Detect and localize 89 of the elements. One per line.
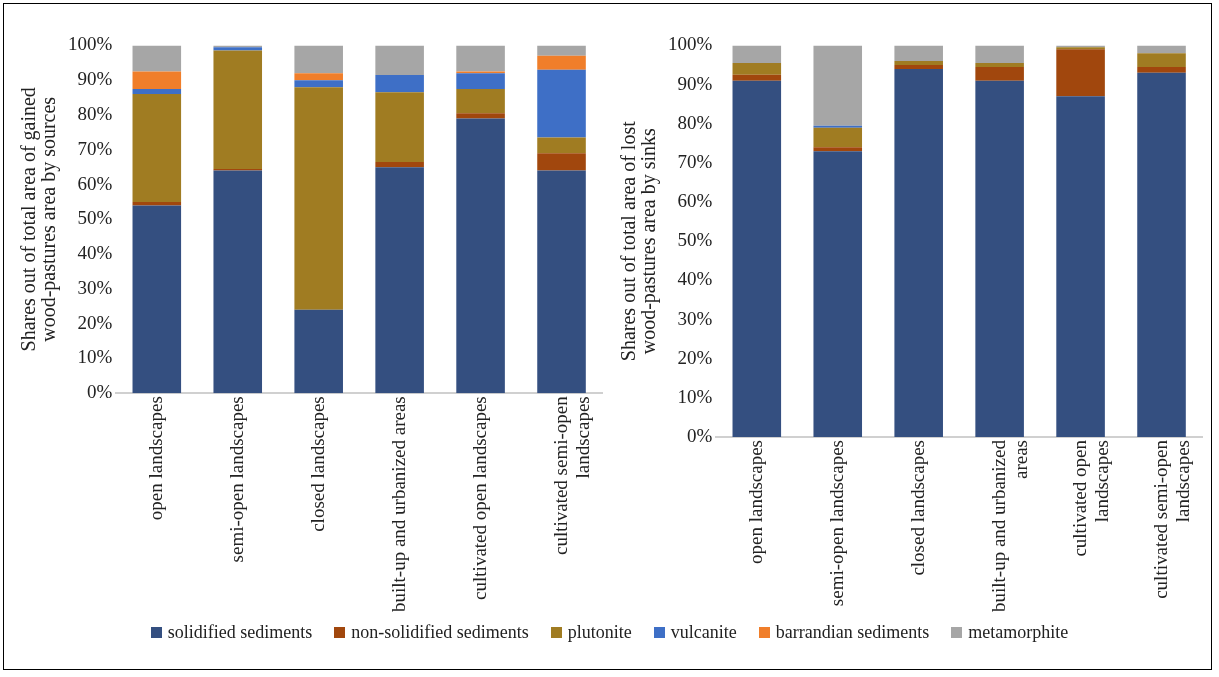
y-tick-label: 100% [68,33,113,55]
bar [132,205,182,394]
x-tick-label: cultivated open landscapes [468,396,490,600]
y-tick-label: 40% [677,268,713,290]
bar [894,45,943,62]
y-tick-label: 10% [677,385,713,407]
bar [294,73,343,81]
bar [732,74,782,81]
bar [732,63,782,75]
bar [132,88,182,95]
y-tick-label: 0% [87,381,113,403]
y-tick-label: 10% [77,346,113,368]
y-tick-label: 50% [677,229,713,251]
legend-label: metamorphite [968,622,1069,643]
y-tick-label: 70% [677,150,713,172]
bar [975,80,1024,437]
bar [375,161,424,168]
x-tick-label: semi-open landscapes [825,440,847,607]
x-tick-label: built-up and urbanized areas [387,396,409,613]
bar [537,55,586,70]
bar [213,170,263,394]
bar [1137,45,1186,54]
bar [975,45,1024,64]
bar [975,63,1024,67]
legend-label: solidified sediments [167,622,313,643]
bar [813,45,863,126]
bar [1137,66,1186,73]
bar [213,50,263,169]
bar [537,69,586,138]
bar [975,66,1024,81]
y-tick-label: 100% [668,33,713,55]
legend-label: non-solidified sediments [351,622,529,643]
legend-label: barrandian sediments [775,622,930,643]
bar [294,87,343,310]
y-tick-label: 90% [77,68,113,90]
bar [894,64,943,69]
bar [375,92,424,162]
bar [456,45,505,72]
bar [537,170,586,394]
bar [456,113,505,119]
bar [132,71,182,89]
x-tick-label: semi-open landscapes [225,396,247,563]
bar [1056,96,1105,437]
bar [1056,49,1105,97]
legend-label: vulcanite [670,622,737,643]
bar [894,68,943,437]
legend-label: plutonite [567,622,632,643]
bar [132,45,182,72]
bar [456,73,505,89]
bar [732,80,782,437]
y-tick-label: 70% [77,137,113,159]
bar [813,127,863,148]
bar [132,94,182,202]
y-tick-label: 80% [77,102,113,124]
bar [813,151,863,437]
bar [894,61,943,65]
bar [537,137,586,154]
y-tick-label: 50% [77,207,113,229]
y-axis-title: Shares out of total area of gained wood-pastures area by sources [17,87,61,352]
bar [294,80,343,88]
bar [1137,72,1186,437]
bar [1137,53,1186,67]
y-tick-label: 40% [77,242,113,264]
bar [813,147,863,152]
y-tick-label: 60% [77,172,113,194]
y-tick-label: 0% [687,424,713,446]
bar [456,118,505,394]
x-tick-label: open landscapes [144,396,166,521]
bar [375,74,424,93]
bar [456,88,505,114]
bar [537,153,586,171]
y-tick-label: 80% [677,111,713,133]
bar [537,45,586,56]
bar [375,45,424,75]
y-tick-label: 60% [677,190,713,212]
x-tick-label: closed landscapes [906,440,928,576]
y-tick-label: 30% [77,276,113,298]
x-tick-label: closed landscapes [306,396,328,532]
y-tick-label: 30% [677,307,713,329]
bar [294,309,343,394]
bar [375,167,424,394]
x-tick-label: built-up and urbanized areas [987,439,1032,613]
y-tick-label: 90% [677,72,713,94]
bar [732,45,782,64]
x-tick-label: open landscapes [744,440,766,564]
y-tick-label: 20% [77,311,113,333]
bar [294,45,343,74]
y-axis-title: Shares out of total area of lost wood-pastures area by sinks [617,120,661,362]
y-tick-label: 20% [677,346,713,368]
